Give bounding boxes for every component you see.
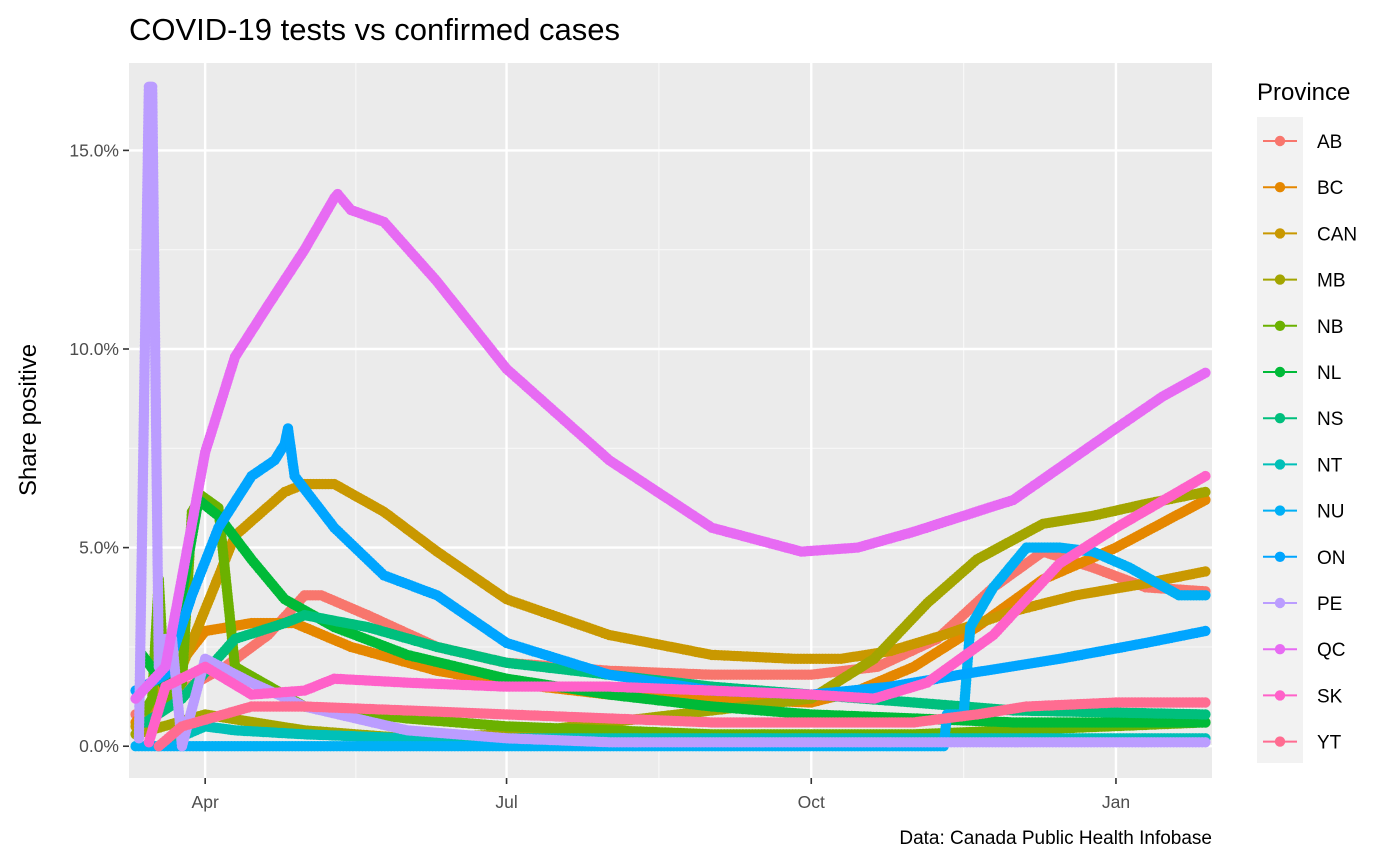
series-layer — [130, 81, 1211, 752]
data-point — [1200, 625, 1211, 637]
data-point — [1200, 566, 1211, 577]
data-point — [1200, 737, 1211, 748]
chart-title: COVID-19 tests vs confirmed cases — [129, 12, 620, 47]
data-point — [1200, 486, 1211, 498]
data-point — [1200, 709, 1211, 720]
data-point — [1200, 590, 1211, 601]
